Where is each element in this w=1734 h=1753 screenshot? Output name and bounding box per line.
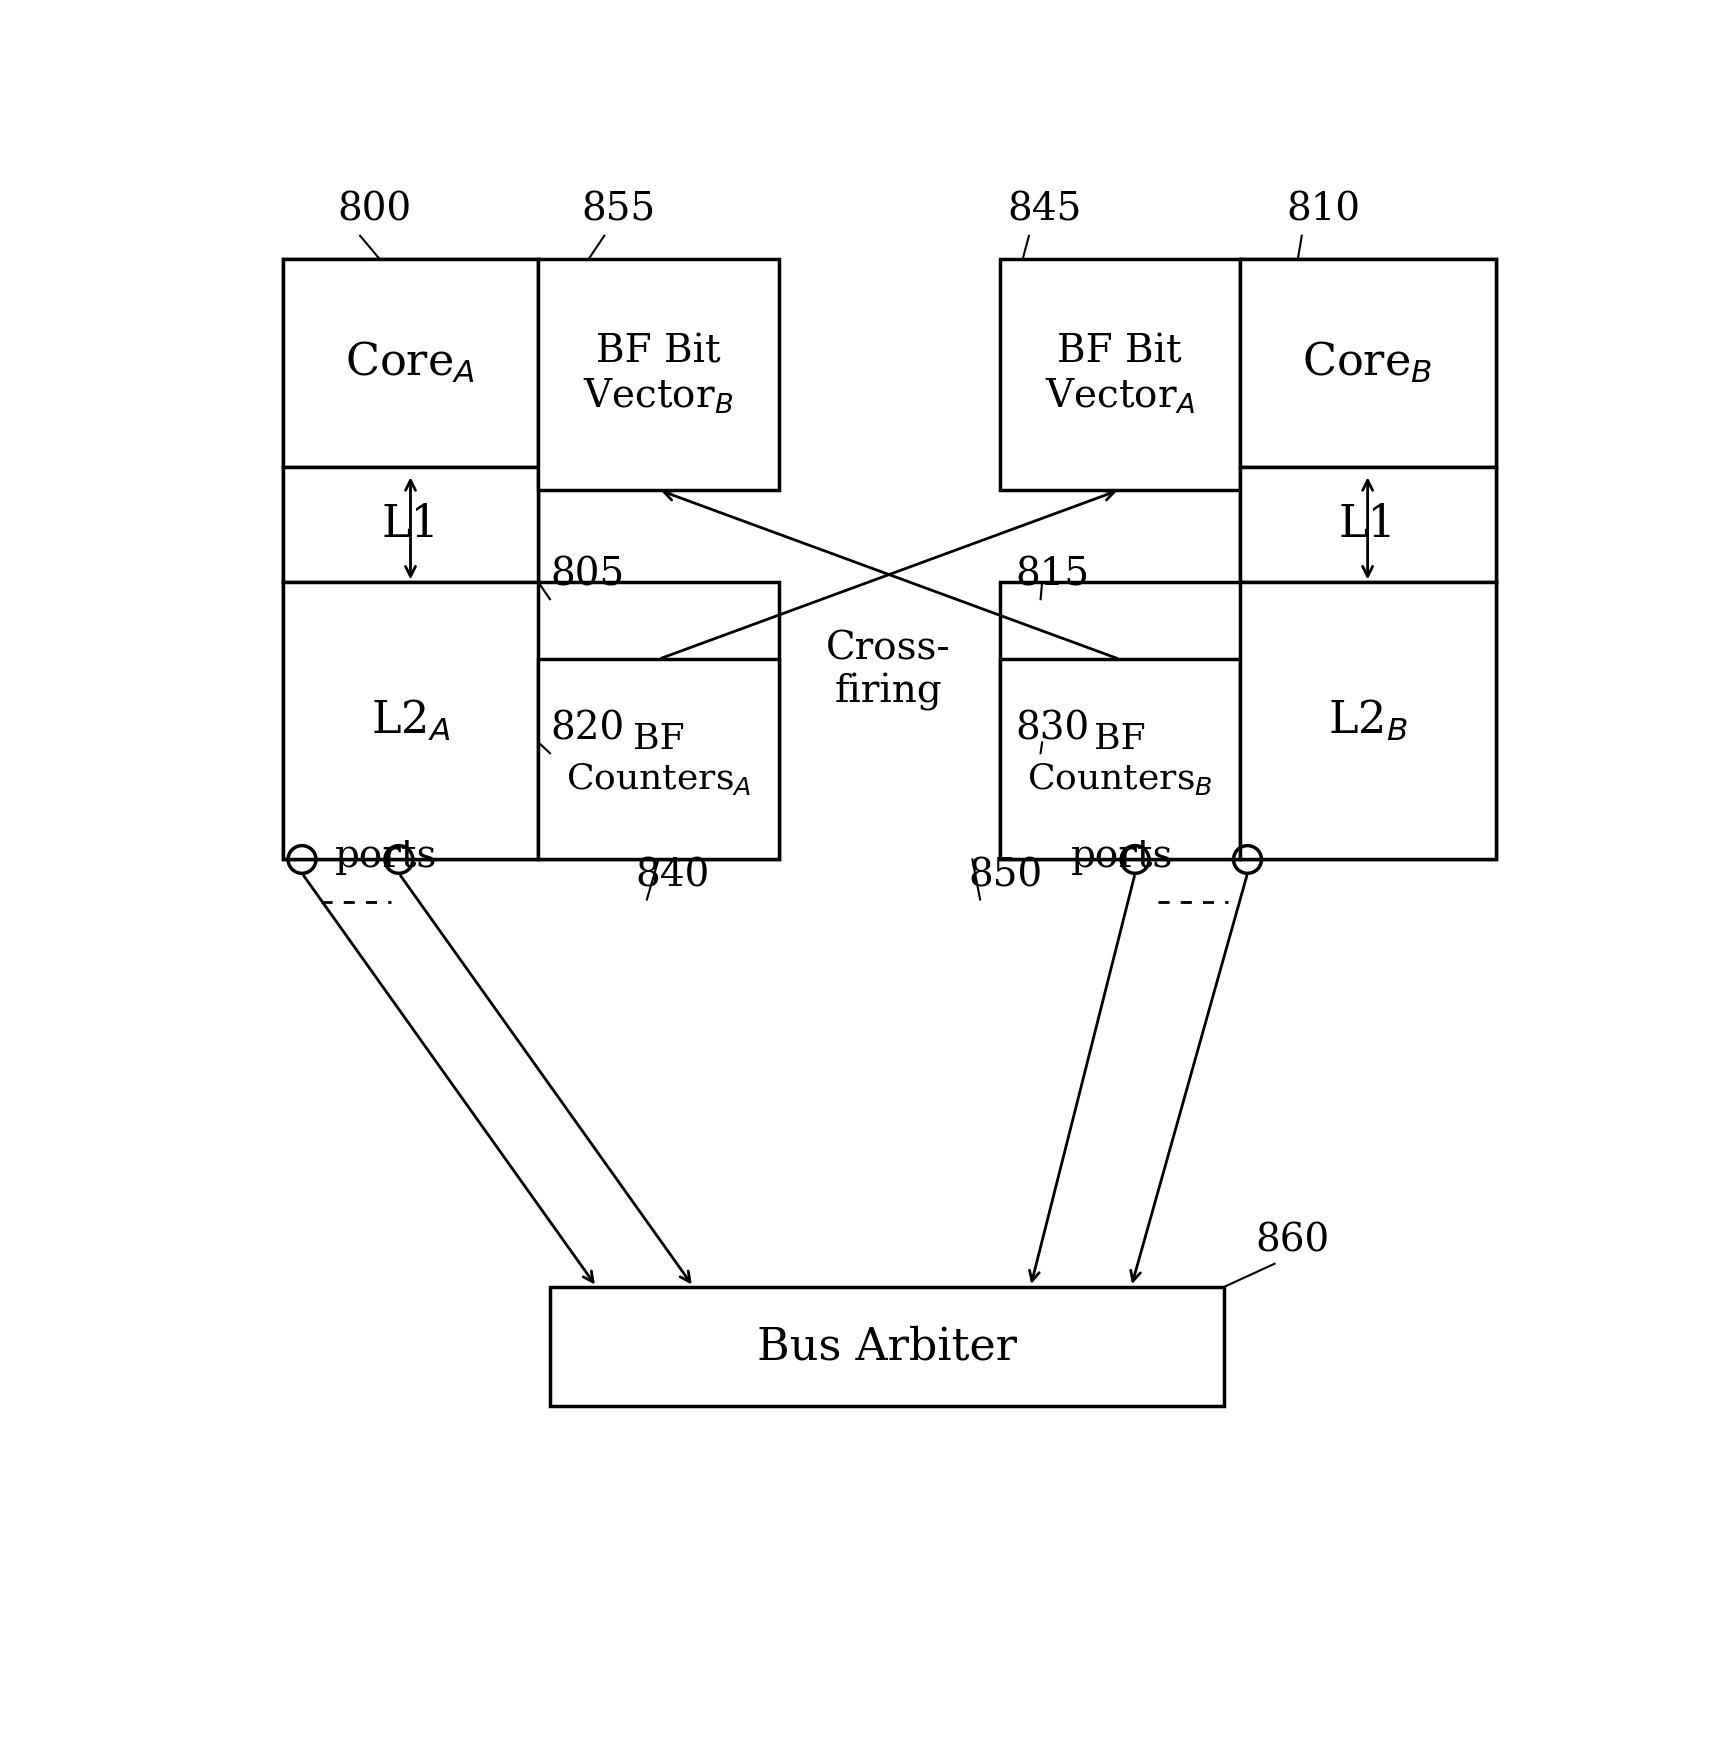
Text: 810: 810 bbox=[1287, 191, 1361, 228]
Bar bbox=[283, 259, 538, 582]
Bar bbox=[1240, 259, 1495, 466]
Text: 860: 860 bbox=[1255, 1224, 1330, 1260]
Text: 805: 805 bbox=[550, 557, 624, 594]
Text: BF Bit
Vector$_A$: BF Bit Vector$_A$ bbox=[1044, 333, 1195, 415]
Text: BF
Counters$_A$: BF Counters$_A$ bbox=[565, 722, 751, 798]
Bar bbox=[538, 659, 779, 859]
Text: ports: ports bbox=[335, 838, 437, 875]
Text: ports: ports bbox=[1072, 838, 1174, 875]
Text: Cross-
firing: Cross- firing bbox=[827, 631, 950, 712]
Bar bbox=[283, 582, 538, 859]
Bar bbox=[1240, 582, 1495, 859]
Bar bbox=[999, 582, 1495, 859]
Text: 845: 845 bbox=[1007, 191, 1082, 228]
Text: 830: 830 bbox=[1014, 710, 1089, 749]
Text: Bus Arbiter: Bus Arbiter bbox=[758, 1325, 1018, 1367]
Text: BF Bit
Vector$_B$: BF Bit Vector$_B$ bbox=[583, 333, 733, 415]
Text: Core$_A$: Core$_A$ bbox=[345, 340, 475, 386]
Text: Core$_B$: Core$_B$ bbox=[1302, 340, 1432, 386]
Text: L2$_A$: L2$_A$ bbox=[371, 698, 451, 743]
Bar bbox=[283, 582, 779, 859]
Text: 815: 815 bbox=[1014, 557, 1089, 594]
Text: 850: 850 bbox=[969, 857, 1042, 894]
Text: 855: 855 bbox=[581, 191, 655, 228]
Bar bbox=[283, 466, 538, 582]
Bar bbox=[283, 259, 538, 466]
Bar bbox=[1240, 466, 1495, 582]
Text: 820: 820 bbox=[550, 710, 624, 749]
Text: L1: L1 bbox=[381, 503, 439, 547]
Bar bbox=[538, 259, 779, 489]
Text: 800: 800 bbox=[336, 191, 411, 228]
Bar bbox=[1240, 259, 1495, 582]
Text: BF
Counters$_B$: BF Counters$_B$ bbox=[1027, 722, 1212, 798]
Bar bbox=[999, 659, 1240, 859]
Bar bbox=[999, 259, 1240, 489]
Text: 840: 840 bbox=[635, 857, 709, 894]
Text: L1: L1 bbox=[1339, 503, 1396, 547]
Bar bbox=[550, 1287, 1224, 1406]
Text: L2$_B$: L2$_B$ bbox=[1328, 698, 1408, 743]
